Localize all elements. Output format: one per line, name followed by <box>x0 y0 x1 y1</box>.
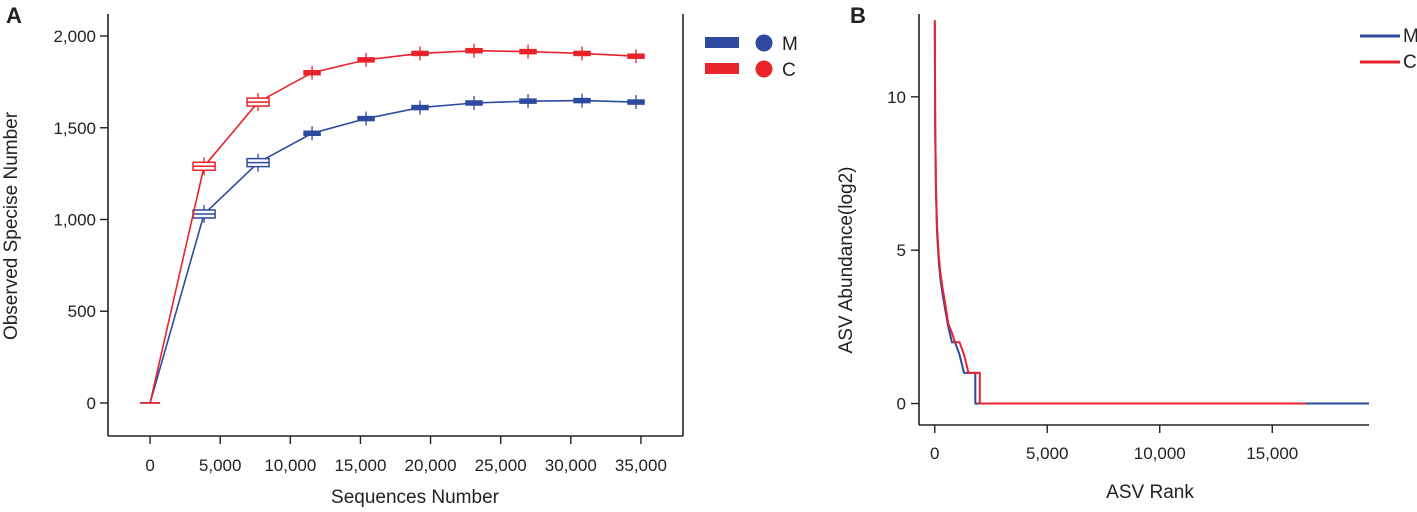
panel-b-y-tick-label: 10 <box>887 88 906 107</box>
panel-b-x-tick-label: 10,000 <box>1134 444 1186 463</box>
panel-b-x-tick-label: 15,000 <box>1246 444 1298 463</box>
panel-b-series <box>933 20 1369 405</box>
series-c-point <box>246 93 270 112</box>
legend-m-label: M <box>782 34 798 55</box>
legend-m-circle-marker <box>755 34 773 52</box>
legend-c-label: C <box>782 60 796 81</box>
panel-a-x-tick-label: 10,000 <box>264 456 316 475</box>
series-c-point <box>627 49 645 64</box>
series-c-point <box>192 157 216 176</box>
series-m-point <box>303 126 321 141</box>
legend-m-box-marker <box>705 37 739 48</box>
panel-a-x-tick-label: 30,000 <box>545 456 597 475</box>
panel-a-x-axis-title: Sequences Number <box>331 487 500 508</box>
series-m-line <box>149 99 637 404</box>
panel-a-series <box>140 43 645 404</box>
panel-a-y-tick-label: 1,500 <box>53 119 96 138</box>
series-c-point <box>573 46 591 61</box>
panel-a-y-axis-title: Observed Specise Number <box>1 111 22 340</box>
panel-b-label: B <box>850 3 866 28</box>
panel-a-x-tick-label: 5,000 <box>199 456 242 475</box>
panel-a-y-tick-label: 1,000 <box>53 210 96 229</box>
panel-a-x-tick-label: 25,000 <box>475 456 527 475</box>
panel-b-y-tick-label: 0 <box>897 395 906 414</box>
panel-b-x-tick-label: 5,000 <box>1026 444 1069 463</box>
legend-c-circle-marker <box>755 60 773 78</box>
panel-a-label: A <box>6 3 22 28</box>
panel-b-x-axis-title: ASV Rank <box>1106 482 1194 503</box>
series-m-point <box>246 153 270 172</box>
panel-a-x-tick-label: 20,000 <box>405 456 457 475</box>
panel-a-x-ticks: 0 5,000 10,000 15,000 20,000 25,000 30,000 35,0… <box>145 436 667 475</box>
series-m-point <box>357 111 375 126</box>
series-m-point <box>627 95 645 110</box>
panel-a-x-tick-label: 15,000 <box>334 456 386 475</box>
series-m-point <box>573 93 591 108</box>
panel-a-y-ticks: 0 500 1,000 1,500 2,000 <box>53 27 108 413</box>
panel-a-y-tick-label: 2,000 <box>53 27 96 46</box>
panel-a-legend: M C <box>705 34 798 81</box>
panel-b-y-ticks: 0 5 10 <box>887 88 919 414</box>
panel-b-chart: B 0 5 10 0 5,000 10,000 15,000 ASV Rank ASV A… <box>836 3 1417 503</box>
series-m-point <box>411 100 429 115</box>
series-c-line <box>149 49 637 404</box>
series-c-point <box>519 44 537 59</box>
series-c-point <box>465 43 483 58</box>
panel-b-y-tick-label: 5 <box>897 241 906 260</box>
series-m-point <box>519 94 537 109</box>
series-m-point <box>192 204 216 223</box>
series-c-rank-curve <box>933 20 1306 405</box>
panel-b-x-tick-label: 0 <box>930 444 939 463</box>
panel-b-y-axis-title: ASV Abundance(log2) <box>836 167 857 354</box>
panel-a-x-tick-label: 35,000 <box>615 456 667 475</box>
panel-a-chart: A 0 500 1,000 1,500 2,000 0 5,000 10,000 15,000… <box>1 3 798 508</box>
legend-c-label: C <box>1403 52 1417 73</box>
panel-b-legend: M C <box>1360 26 1417 73</box>
panel-b-x-ticks: 0 5,000 10,000 15,000 <box>930 425 1298 463</box>
legend-c-box-marker <box>705 63 739 74</box>
panel-a-y-tick-label: 0 <box>87 394 96 413</box>
series-m-rank-curve <box>933 23 1369 405</box>
series-c-point <box>411 46 429 61</box>
legend-m-label: M <box>1403 26 1417 47</box>
panel-a-y-tick-label: 500 <box>68 302 96 321</box>
series-m-point <box>465 95 483 110</box>
series-c-point <box>303 65 321 80</box>
panel-a-x-tick-label: 0 <box>145 456 154 475</box>
series-c-point <box>357 52 375 67</box>
